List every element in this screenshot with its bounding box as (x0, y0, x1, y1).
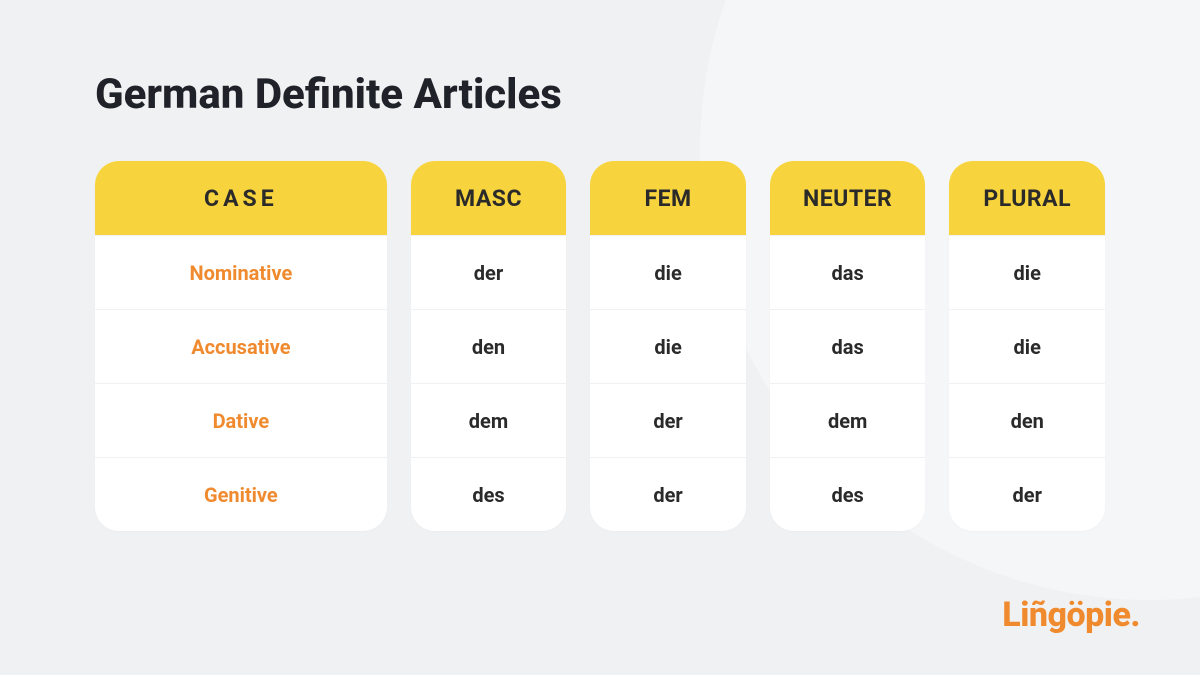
column-plural: PLURAL die die den der (949, 161, 1105, 531)
table-cell: die (949, 235, 1105, 309)
case-label: Nominative (95, 235, 387, 309)
brand-logo: Liñgöpie. (1002, 595, 1140, 635)
page-title: German Definite Articles (95, 70, 1105, 119)
table-cell: das (770, 309, 926, 383)
table-cell: das (770, 235, 926, 309)
content-area: German Definite Articles CASE Nominative… (0, 0, 1200, 531)
case-label: Dative (95, 383, 387, 457)
column-case: CASE Nominative Accusative Dative Geniti… (95, 161, 387, 531)
table-cell: der (590, 457, 746, 531)
table-cell: dem (411, 383, 567, 457)
table-cell: der (949, 457, 1105, 531)
table-cell: der (411, 235, 567, 309)
table-cell: den (949, 383, 1105, 457)
case-label: Genitive (95, 457, 387, 531)
case-label: Accusative (95, 309, 387, 383)
table-cell: der (590, 383, 746, 457)
table-cell: des (770, 457, 926, 531)
column-header-fem: FEM (590, 161, 746, 235)
table-cell: den (411, 309, 567, 383)
table-cell: die (949, 309, 1105, 383)
table-cell: die (590, 235, 746, 309)
table-cell: die (590, 309, 746, 383)
column-fem: FEM die die der der (590, 161, 746, 531)
table-cell: dem (770, 383, 926, 457)
articles-table: CASE Nominative Accusative Dative Geniti… (95, 161, 1105, 531)
column-header-masc: MASC (411, 161, 567, 235)
table-cell: des (411, 457, 567, 531)
column-header-neuter: NEUTER (770, 161, 926, 235)
column-header-plural: PLURAL (949, 161, 1105, 235)
column-masc: MASC der den dem des (411, 161, 567, 531)
column-neuter: NEUTER das das dem des (770, 161, 926, 531)
column-header-case: CASE (95, 161, 387, 235)
